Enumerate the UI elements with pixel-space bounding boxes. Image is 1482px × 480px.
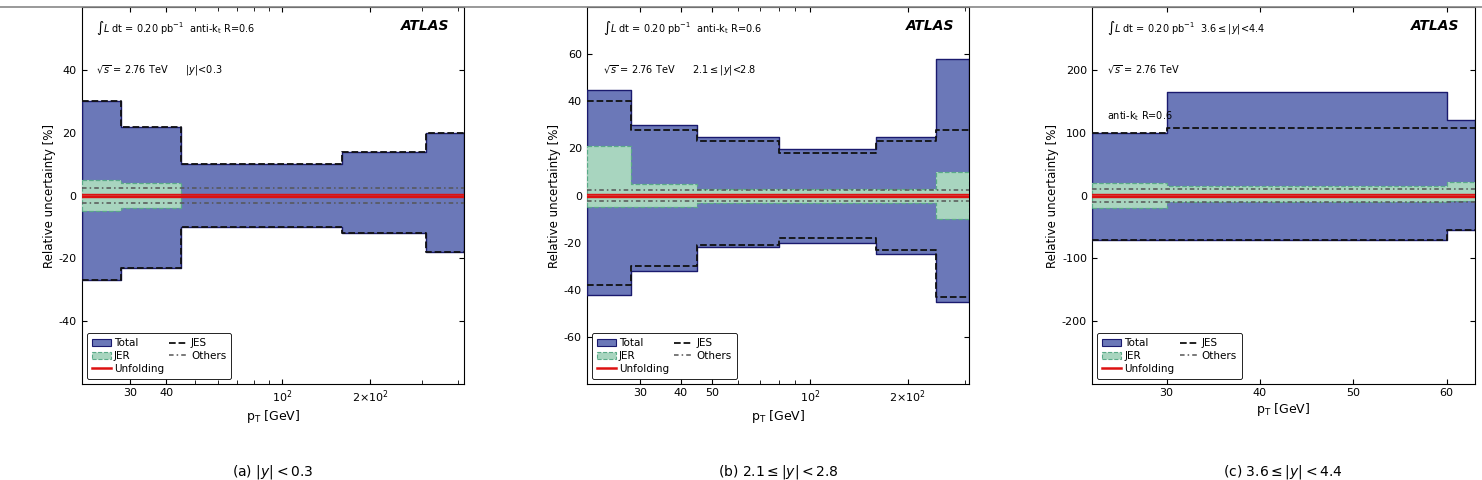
- X-axis label: p$_{\mathrm{T}}$ [GeV]: p$_{\mathrm{T}}$ [GeV]: [246, 408, 299, 424]
- X-axis label: p$_{\mathrm{T}}$ [GeV]: p$_{\mathrm{T}}$ [GeV]: [751, 408, 805, 424]
- Y-axis label: Relative uncertainty [%]: Relative uncertainty [%]: [548, 124, 560, 268]
- Legend: Total, JER, Unfolding, JES, Others: Total, JER, Unfolding, JES, Others: [1097, 333, 1242, 379]
- Text: anti-k$_{\mathrm{t}}$ R=0.6: anti-k$_{\mathrm{t}}$ R=0.6: [1107, 109, 1172, 123]
- Legend: Total, JER, Unfolding, JES, Others: Total, JER, Unfolding, JES, Others: [591, 333, 737, 379]
- Text: (c) $3.6 \leq |y| < 4.4$: (c) $3.6 \leq |y| < 4.4$: [1223, 463, 1343, 480]
- Text: ATLAS: ATLAS: [400, 19, 449, 33]
- Text: ATLAS: ATLAS: [1411, 19, 1460, 33]
- Text: $\sqrt{s}$ = 2.76 TeV: $\sqrt{s}$ = 2.76 TeV: [1107, 64, 1180, 76]
- Text: $\sqrt{s}$ = 2.76 TeV      2.1$\leq$$|y|$<2.8: $\sqrt{s}$ = 2.76 TeV 2.1$\leq$$|y|$<2.8: [603, 64, 756, 78]
- Text: ATLAS: ATLAS: [906, 19, 954, 33]
- Text: $\sqrt{s}$ = 2.76 TeV      $|y|$<0.3: $\sqrt{s}$ = 2.76 TeV $|y|$<0.3: [96, 64, 222, 78]
- Y-axis label: Relative uncertainty [%]: Relative uncertainty [%]: [1046, 124, 1060, 268]
- Text: $\int L$ dt = 0.20 pb$^{-1}$  anti-k$_{\mathrm{t}}$ R=0.6: $\int L$ dt = 0.20 pb$^{-1}$ anti-k$_{\m…: [96, 19, 255, 36]
- Legend: Total, JER, Unfolding, JES, Others: Total, JER, Unfolding, JES, Others: [87, 333, 231, 379]
- X-axis label: p$_{\mathrm{T}}$ [GeV]: p$_{\mathrm{T}}$ [GeV]: [1257, 401, 1310, 418]
- Text: $\int L$ dt = 0.20 pb$^{-1}$  3.6$\leq$$|y|$<4.4: $\int L$ dt = 0.20 pb$^{-1}$ 3.6$\leq$$|…: [1107, 19, 1266, 36]
- Text: $\int L$ dt = 0.20 pb$^{-1}$  anti-k$_{\mathrm{t}}$ R=0.6: $\int L$ dt = 0.20 pb$^{-1}$ anti-k$_{\m…: [603, 19, 762, 36]
- Text: (a) $|y| < 0.3$: (a) $|y| < 0.3$: [233, 463, 314, 480]
- Y-axis label: Relative uncertainty [%]: Relative uncertainty [%]: [43, 124, 56, 268]
- Text: (b) $2.1 \leq |y| < 2.8$: (b) $2.1 \leq |y| < 2.8$: [717, 463, 839, 480]
